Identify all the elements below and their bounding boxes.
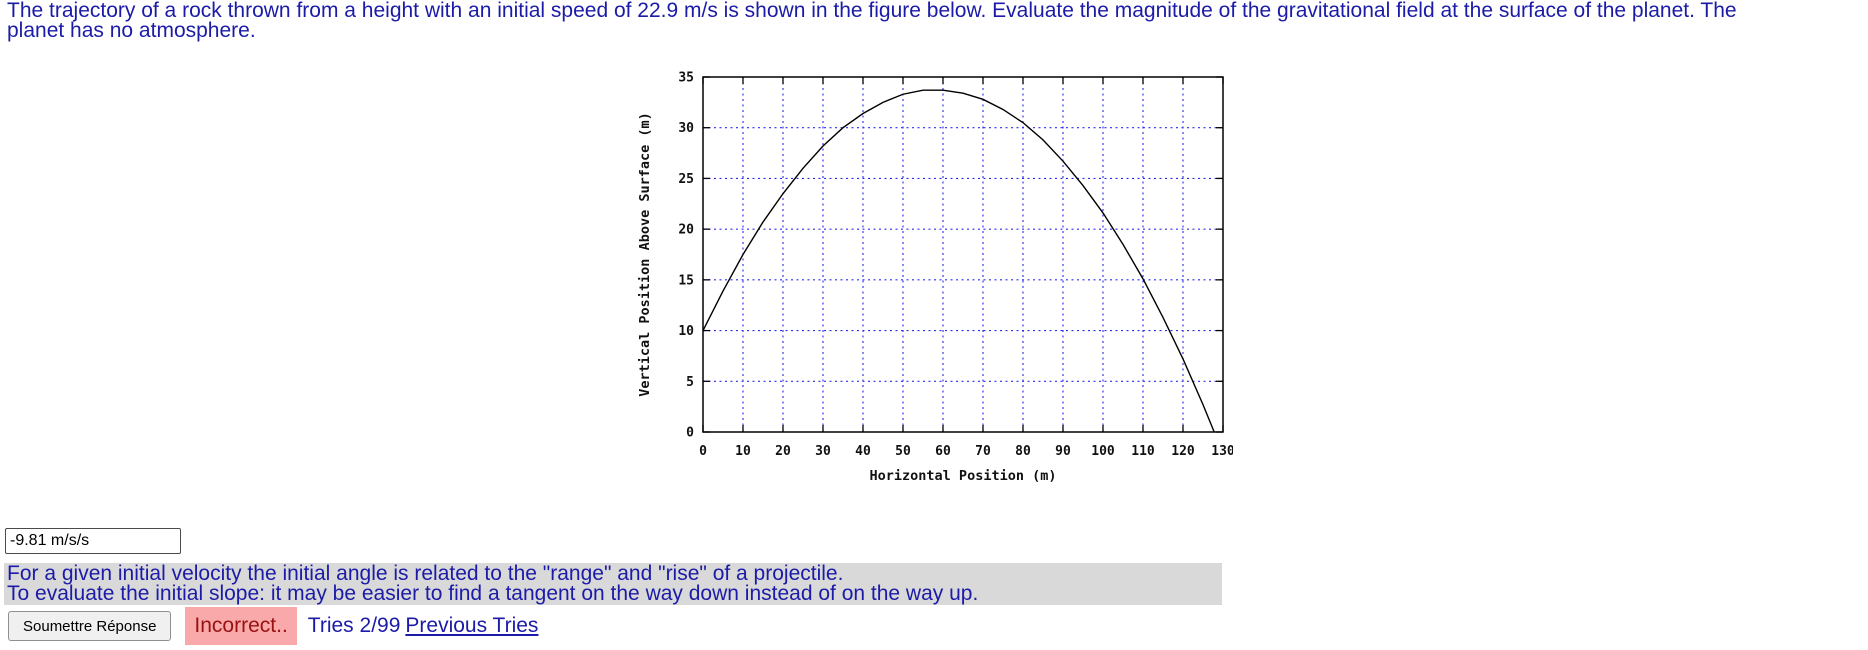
hint-box: For a given initial velocity the initial… bbox=[4, 563, 1222, 605]
svg-text:0: 0 bbox=[686, 426, 694, 441]
answer-input[interactable] bbox=[5, 528, 181, 554]
controls-row: Soumettre Réponse Incorrect.. Tries 2/99… bbox=[8, 607, 538, 645]
svg-text:40: 40 bbox=[855, 444, 871, 459]
svg-text:5: 5 bbox=[686, 375, 694, 390]
svg-text:60: 60 bbox=[935, 444, 951, 459]
svg-text:30: 30 bbox=[815, 444, 831, 459]
question-text: The trajectory of a rock thrown from a h… bbox=[7, 0, 1737, 42]
svg-text:80: 80 bbox=[1015, 444, 1031, 459]
trajectory-figure: 0 10 20 30 40 50 60 70 80 90 100 110 120 130 0 5 10 15 20 2… bbox=[633, 52, 1235, 502]
svg-text:10: 10 bbox=[735, 444, 751, 459]
svg-text:25: 25 bbox=[678, 172, 694, 187]
svg-text:Vertical Position Above Surfac: Vertical Position Above Surface (m) bbox=[637, 112, 653, 396]
svg-text:15: 15 bbox=[678, 273, 694, 288]
hint-line-2: To evaluate the initial slope: it may be… bbox=[7, 582, 979, 605]
svg-text:50: 50 bbox=[895, 444, 911, 459]
svg-text:Horizontal Position (m): Horizontal Position (m) bbox=[870, 468, 1057, 484]
previous-tries-link[interactable]: Previous Tries bbox=[405, 614, 539, 637]
svg-text:30: 30 bbox=[678, 121, 694, 136]
hint-line-1: For a given initial velocity the initial… bbox=[7, 562, 844, 585]
svg-text:10: 10 bbox=[678, 324, 694, 339]
svg-text:20: 20 bbox=[775, 444, 791, 459]
svg-text:70: 70 bbox=[975, 444, 991, 459]
status-badge: Incorrect.. bbox=[185, 607, 297, 645]
trajectory-plot: 0 10 20 30 40 50 60 70 80 90 100 110 120 130 0 5 10 15 20 2… bbox=[637, 71, 1235, 485]
svg-text:20: 20 bbox=[678, 223, 694, 238]
svg-text:35: 35 bbox=[678, 71, 694, 86]
svg-text:120: 120 bbox=[1171, 444, 1195, 459]
svg-text:0: 0 bbox=[699, 444, 707, 459]
svg-text:110: 110 bbox=[1131, 444, 1155, 459]
submit-answer-button[interactable]: Soumettre Réponse bbox=[8, 611, 172, 641]
svg-text:130: 130 bbox=[1211, 444, 1233, 459]
tries-counter: Tries 2/99 bbox=[307, 614, 401, 637]
svg-text:100: 100 bbox=[1091, 444, 1115, 459]
svg-text:90: 90 bbox=[1055, 444, 1071, 459]
